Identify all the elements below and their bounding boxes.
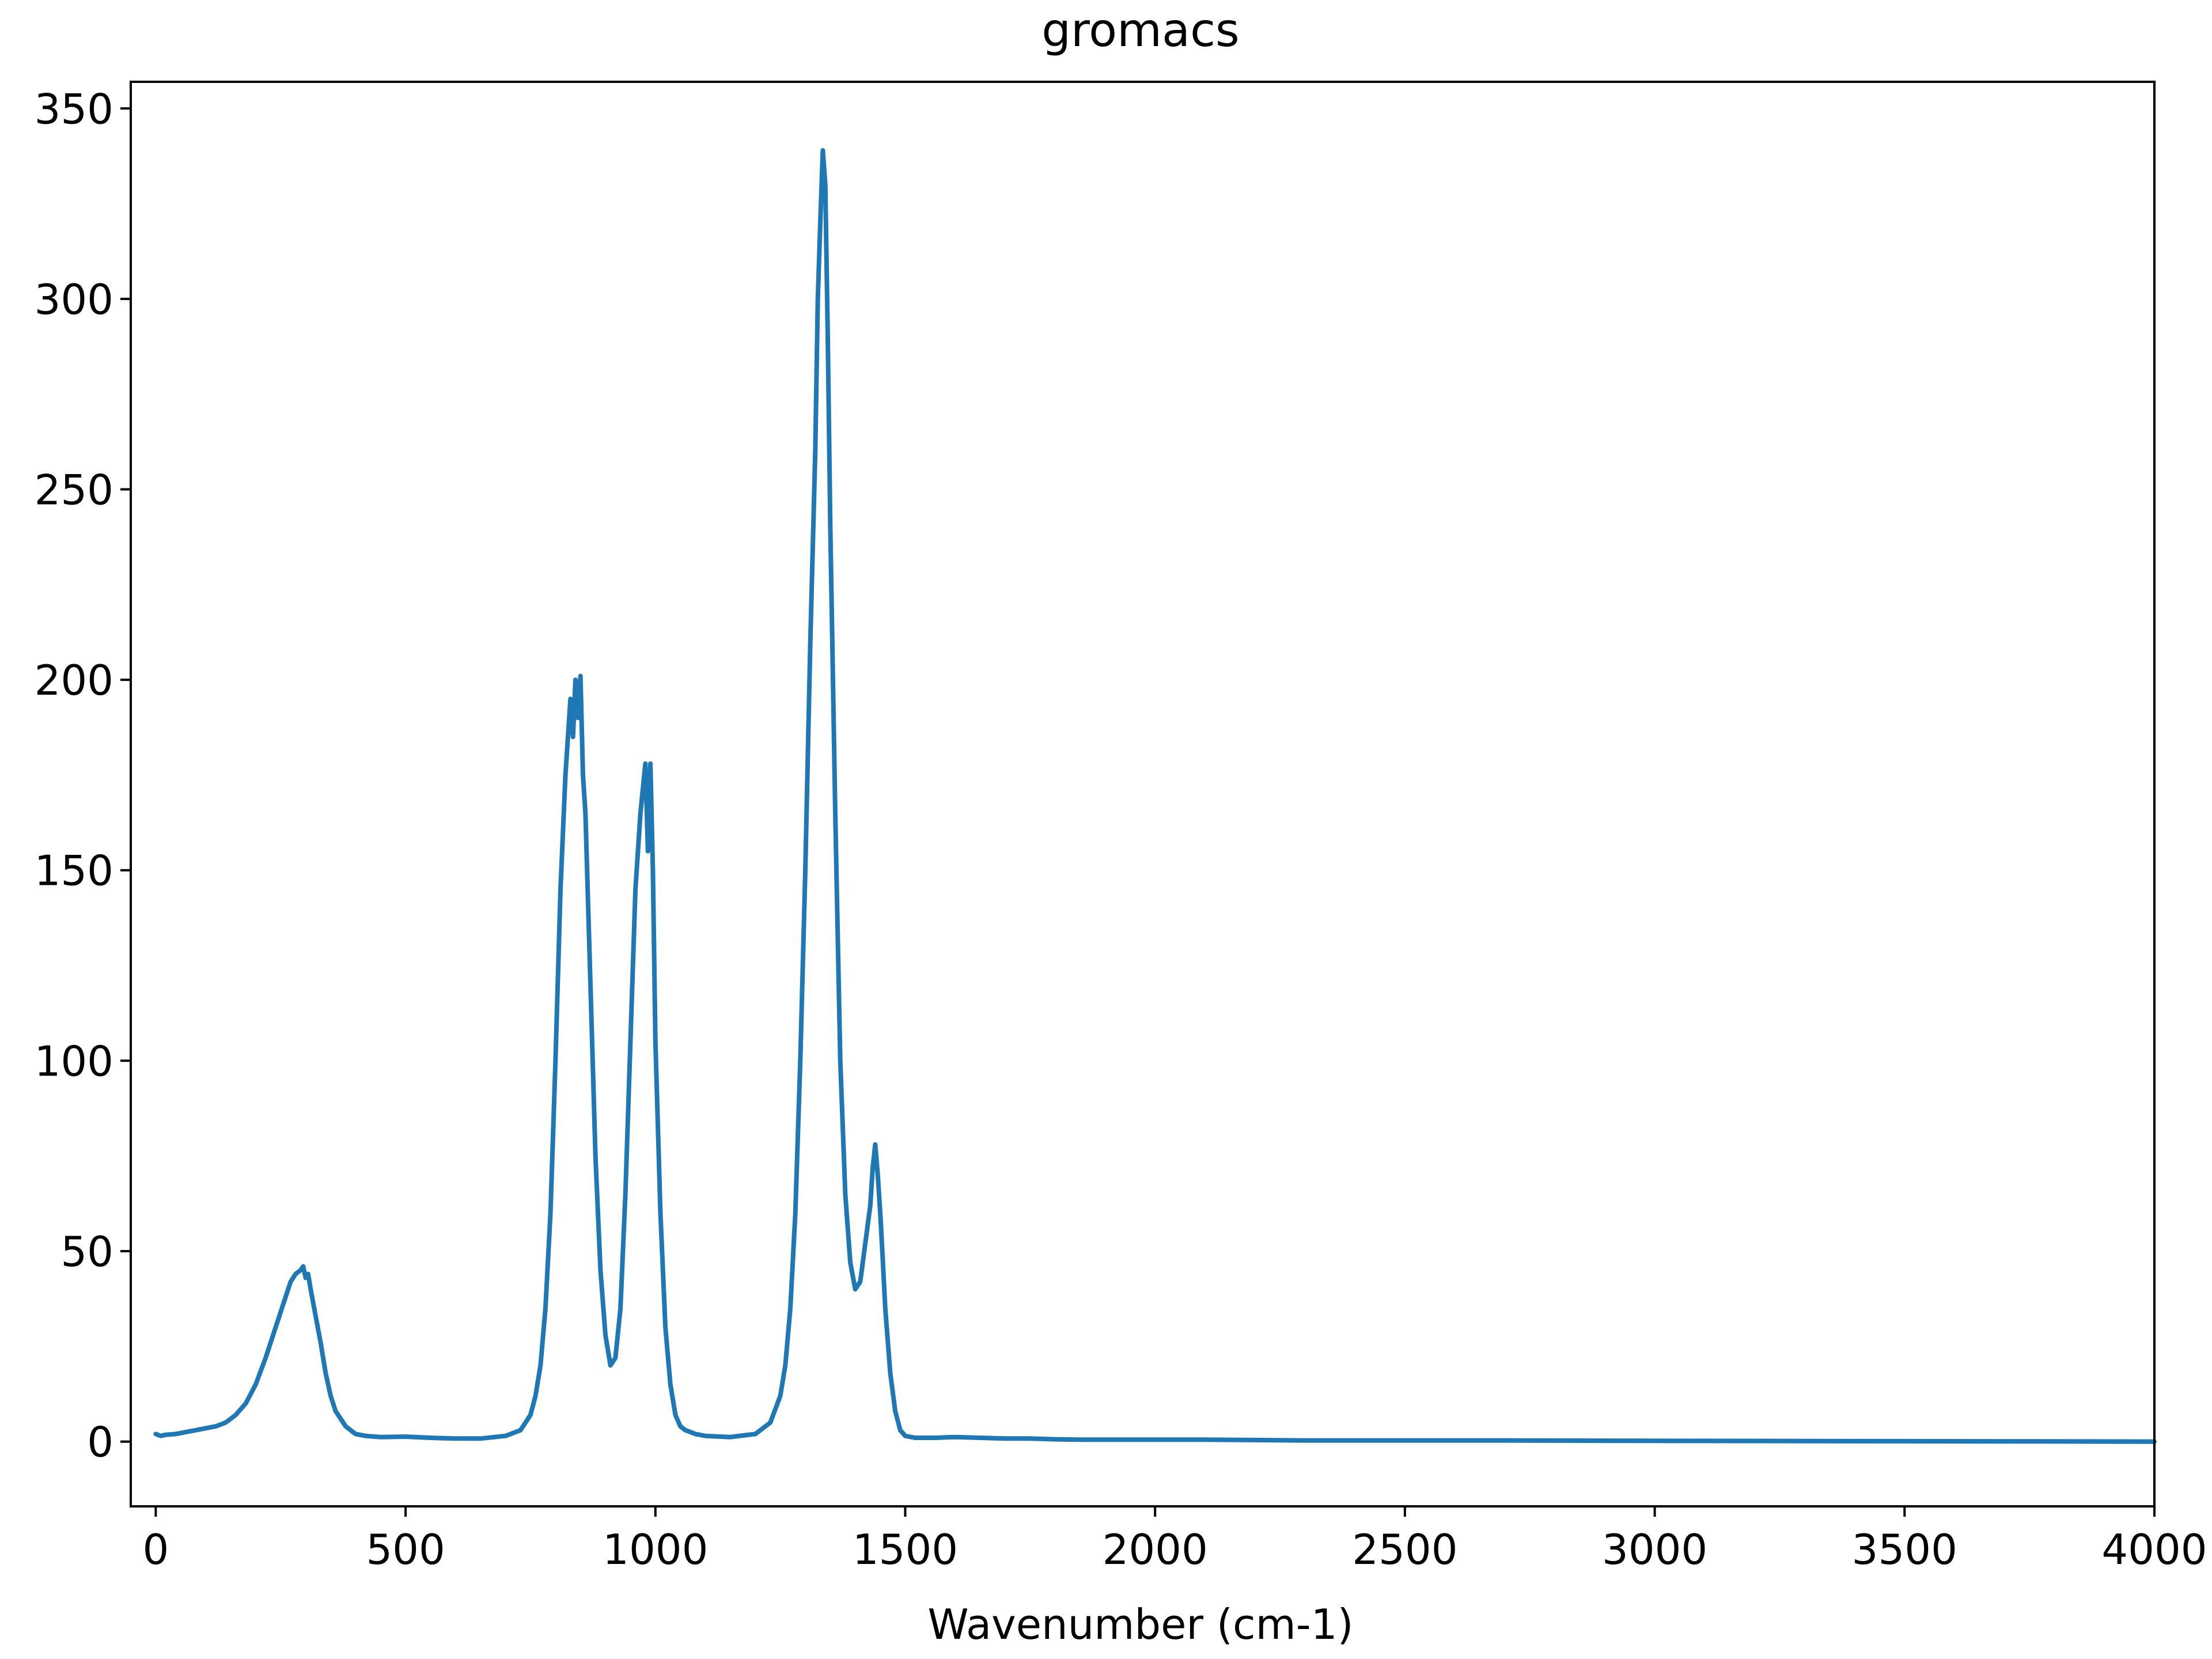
x-tick-label: 1000 [603,1525,708,1574]
spectrum-line-0 [153,148,2157,1444]
x-tick-label: 2000 [1103,1525,1208,1574]
x-tick-label: 3000 [1602,1525,1707,1574]
x-tick-label: 0 [142,1525,169,1574]
y-tick-label: 250 [35,466,113,514]
y-tick-label: 0 [87,1418,113,1467]
x-tick-label: 1500 [853,1525,958,1574]
y-tick-label: 150 [35,847,113,895]
x-axis: 0 500 1000 1500 2000 2500 3000 3500 4000 [142,1506,2207,1574]
y-tick-label: 300 [35,275,113,324]
y-tick-label: 100 [35,1037,113,1085]
y-tick-label: 200 [35,656,113,704]
plot-area [153,148,2157,1444]
chart-title: gromacs [1041,3,1239,57]
y-tick-label: 50 [60,1228,113,1276]
plot-frame [130,81,2156,1508]
y-tick-label: 350 [35,85,113,133]
x-tick-label: 4000 [2101,1525,2207,1574]
x-axis-label: Wavenumber (cm-1) [927,1600,1353,1649]
x-tick-label: 500 [366,1525,445,1574]
x-tick-label: 2500 [1352,1525,1457,1574]
x-tick-label: 3500 [1852,1525,1957,1574]
y-axis: 0 50 100 150 200 250 300 350 [35,85,131,1467]
